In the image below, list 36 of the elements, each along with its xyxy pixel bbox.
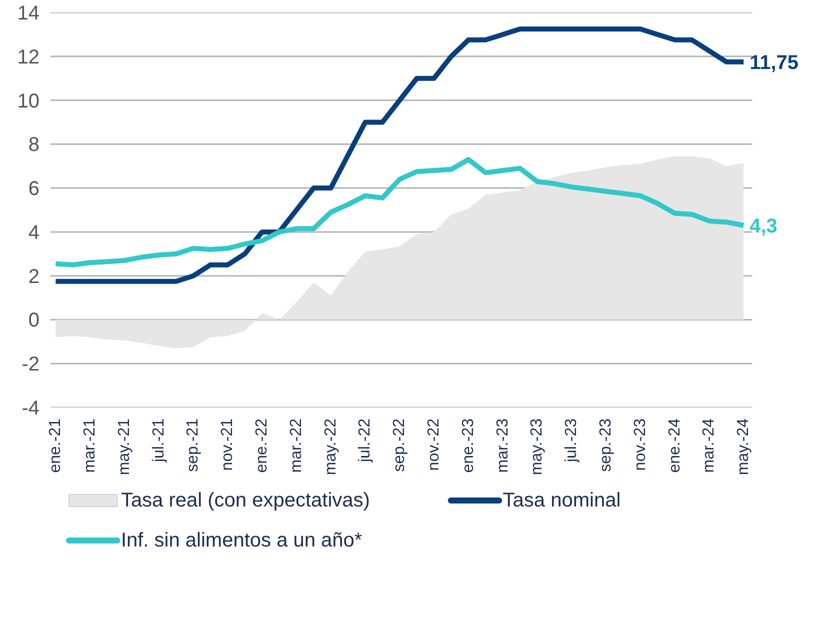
legend-label: Inf. sin alimentos a un año* — [120, 530, 362, 552]
y-tick-label: -2 — [22, 354, 40, 376]
annotation: 4,3 — [750, 215, 778, 238]
x-tick-label: nov.-23 — [632, 418, 649, 471]
x-tick-label: sep.-21 — [184, 418, 202, 472]
x-tick-label: sep.-23 — [598, 418, 614, 472]
legend-label: Tasa real (con expectativas) — [120, 490, 370, 512]
y-tick-label: 6 — [28, 178, 40, 200]
x-tick-label: nov.-22 — [426, 418, 443, 471]
legend-label: Tasa nominal — [502, 490, 621, 512]
x-tick-label: ene.-24 — [666, 418, 684, 473]
x-tick-label: may.-24 — [735, 418, 752, 476]
y-tick-label: 12 — [17, 46, 40, 68]
x-tick-label: may.-22 — [322, 418, 340, 476]
y-tick-label: 0 — [28, 310, 40, 332]
x-tick-label: sep.-22 — [391, 418, 408, 472]
x-tick-label: ene.-23 — [460, 418, 477, 473]
x-tick-label: mar.-21 — [82, 418, 99, 473]
y-tick-label: -4 — [22, 398, 40, 420]
x-tick-label: nov.-21 — [219, 418, 236, 471]
y-tick-label: 8 — [28, 134, 40, 156]
y-tick-label: 14 — [17, 2, 40, 24]
x-tick-label: mar.-24 — [700, 418, 718, 473]
y-tick-label: 2 — [28, 266, 40, 288]
x-tick-label: jul.-21 — [150, 418, 168, 464]
x-tick-label: jul.-23 — [563, 418, 580, 464]
x-tick-label: may.-21 — [116, 418, 133, 476]
annotation: 11,75 — [750, 52, 799, 74]
x-tick-label: mar.-23 — [494, 418, 512, 473]
x-tick-label: may.-23 — [528, 418, 546, 476]
x-tick-label: mar.-22 — [288, 418, 305, 473]
y-tick-label: 4 — [28, 222, 40, 244]
y-tick-label: 10 — [17, 90, 40, 112]
x-tick-label: ene.-22 — [254, 418, 271, 473]
x-tick-label: ene.-21 — [47, 418, 64, 473]
x-tick-label: jul.-22 — [356, 418, 374, 464]
